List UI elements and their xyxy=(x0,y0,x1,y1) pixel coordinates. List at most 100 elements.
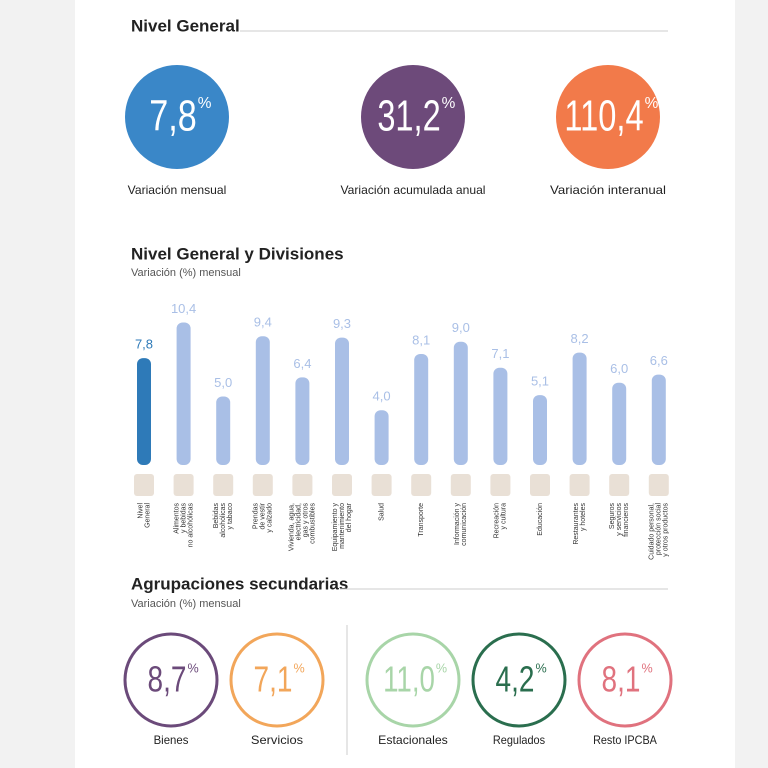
value-circle xyxy=(229,632,325,728)
category-label: y otros productos xyxy=(663,503,670,557)
value-label: 10,4 xyxy=(171,301,196,316)
value-circle xyxy=(361,65,465,169)
category-label: Nivel xyxy=(137,503,144,519)
bar xyxy=(612,382,627,465)
icon xyxy=(569,474,590,496)
section-title: Nivel General xyxy=(131,16,240,35)
unit: % xyxy=(442,95,456,112)
category-label: y calzado xyxy=(267,503,274,533)
category-label: y cultura xyxy=(501,503,508,530)
icon xyxy=(332,474,352,496)
icon xyxy=(530,474,550,496)
category-label: Vivienda, agua, xyxy=(289,503,296,551)
value-label: 7,8 xyxy=(135,337,153,352)
circle-label: Regulados xyxy=(493,733,545,747)
category-label: Alimentos xyxy=(173,503,180,534)
value-label: 6,6 xyxy=(650,353,668,368)
bar xyxy=(216,396,231,465)
value-label: 4,0 xyxy=(373,389,391,404)
value: 7,1 xyxy=(254,659,293,700)
value: 7,8 xyxy=(149,92,197,141)
unit: % xyxy=(641,662,652,676)
unit: % xyxy=(198,95,212,112)
unit: % xyxy=(535,662,546,676)
value-label: 9,4 xyxy=(254,315,272,330)
icon xyxy=(213,474,234,496)
bar xyxy=(137,358,151,465)
category-label: financieros xyxy=(623,503,630,537)
category-label: Información y xyxy=(454,503,461,546)
value-circle xyxy=(577,632,673,728)
category-label: gas y otros xyxy=(303,503,310,538)
category-label: Prendas xyxy=(253,503,260,530)
unit: % xyxy=(293,662,304,676)
value-circle xyxy=(123,632,219,728)
circle-label: Variación acumulada anual xyxy=(341,183,486,197)
circle-label: Servicios xyxy=(251,733,303,747)
value-label: 6,4 xyxy=(293,356,311,371)
circle-label: Resto IPCBA xyxy=(593,733,657,747)
icon xyxy=(134,474,154,496)
category-label: alcohólicas xyxy=(220,503,227,538)
circle-label: Variación interanual xyxy=(550,183,666,197)
icon xyxy=(609,474,630,496)
bar xyxy=(255,336,270,465)
category-label: de vestir xyxy=(260,502,267,529)
icon xyxy=(648,474,669,496)
chart-title: Nivel General y Divisiones xyxy=(131,244,344,263)
category-label: Transporte xyxy=(418,503,425,537)
value-label: 7,1 xyxy=(491,346,509,361)
category-label: Recreación xyxy=(494,503,501,539)
value: 110,4 xyxy=(564,92,643,141)
category-label: y tabaco xyxy=(227,503,234,530)
category-label: electricidad, xyxy=(296,503,303,540)
category-label: Seguros xyxy=(609,503,616,530)
bar xyxy=(572,352,587,465)
category-label: combustibles xyxy=(310,503,317,544)
value-label: 9,0 xyxy=(452,320,470,335)
value-label: 5,0 xyxy=(214,375,232,390)
category-label: no alcohólicas xyxy=(187,503,194,548)
bar xyxy=(335,337,349,465)
value-label: 6,0 xyxy=(610,361,628,376)
unit: % xyxy=(645,95,659,112)
bar xyxy=(414,354,429,465)
category-label: protección social xyxy=(656,503,663,556)
icon xyxy=(252,474,273,496)
icon xyxy=(411,474,432,496)
bar xyxy=(453,341,468,465)
value: 31,2 xyxy=(377,92,440,141)
category-label: Restaurantes xyxy=(573,503,580,545)
bar xyxy=(295,377,310,465)
value-label: 5,1 xyxy=(531,374,549,389)
bar xyxy=(651,374,666,465)
category-label: Bebidas xyxy=(213,503,220,529)
value-circle xyxy=(365,632,461,728)
category-label: Equipamiento y xyxy=(332,503,339,552)
icon xyxy=(371,474,392,496)
category-label: y servicios xyxy=(616,503,623,536)
bar xyxy=(533,395,547,465)
value: 8,1 xyxy=(602,659,641,700)
chart-subtitle: Variación (%) mensual xyxy=(131,267,241,279)
category-label: mantenimiento xyxy=(339,503,346,549)
category-label: y hoteles xyxy=(580,503,587,532)
category-label: comunicación xyxy=(461,503,468,546)
circle-label: Estacionales xyxy=(378,733,448,747)
value: 11,0 xyxy=(383,659,435,700)
icon xyxy=(173,474,194,496)
value: 4,2 xyxy=(496,659,535,700)
value-circle xyxy=(471,632,567,728)
section-subtitle: Variación (%) mensual xyxy=(131,598,241,610)
icon xyxy=(490,474,511,496)
value-label: 8,1 xyxy=(412,332,430,347)
circle-label: Bienes xyxy=(154,733,189,747)
category-label: Salud xyxy=(378,503,385,521)
bar xyxy=(493,367,508,465)
category-label: del hogar xyxy=(346,502,353,532)
section-title: Agrupaciones secundarias xyxy=(131,574,348,593)
icon xyxy=(450,474,471,496)
circle-label: Variación mensual xyxy=(128,183,227,197)
